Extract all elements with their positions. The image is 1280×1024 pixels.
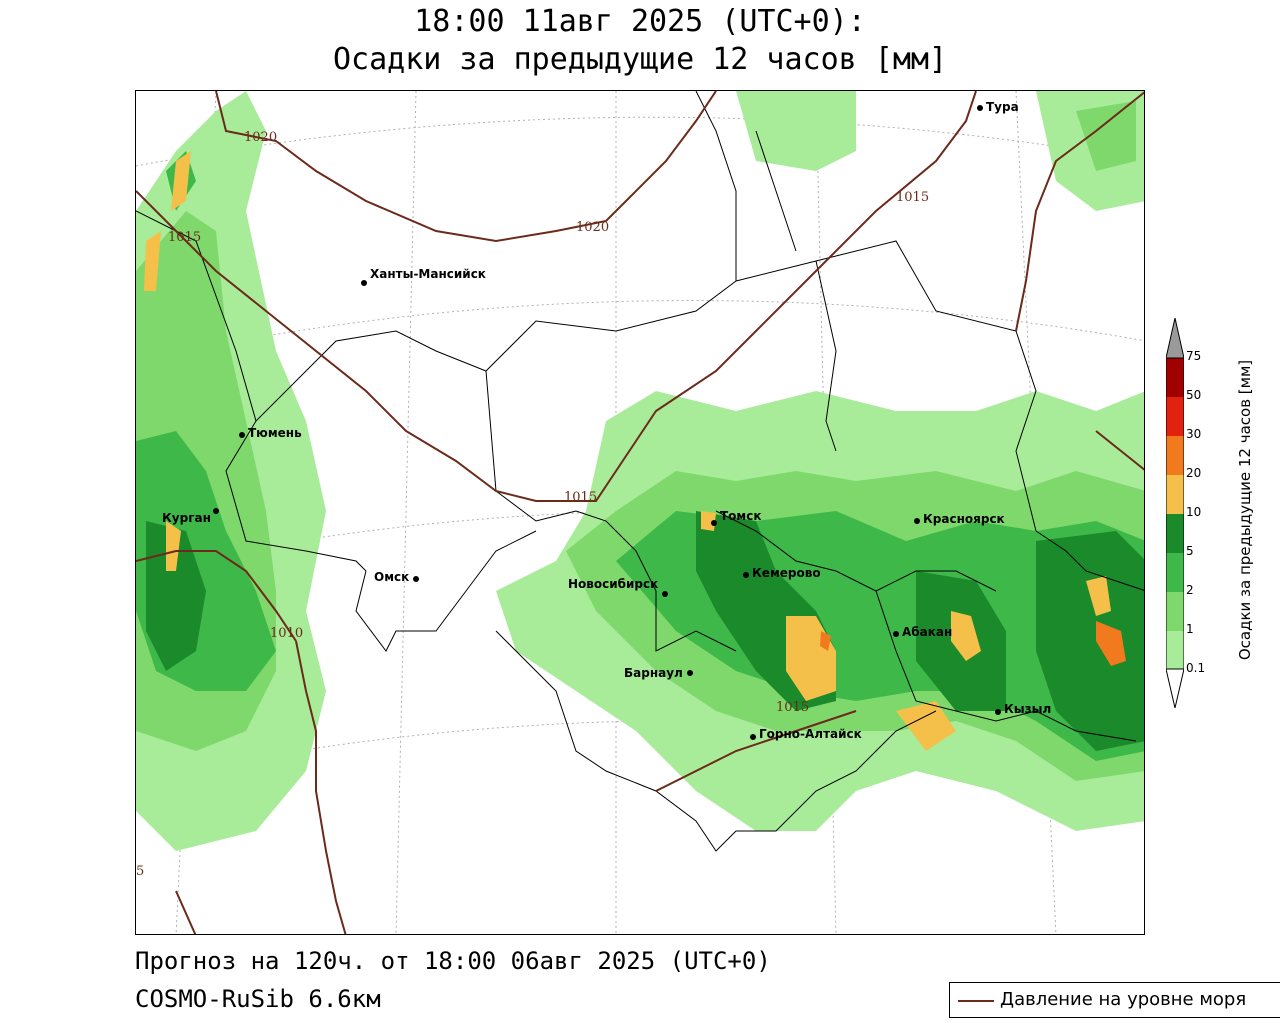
city-krasnoyarsk: Красноярск xyxy=(914,512,1005,526)
city-label: Красноярск xyxy=(923,512,1005,526)
city-label: Омск xyxy=(374,570,409,584)
city-label: Тюмень xyxy=(248,426,302,440)
isobar-label: 1015 xyxy=(776,700,809,715)
city-label: Тура xyxy=(986,100,1019,114)
precipitation-map: 1020 1020 1015 1015 1015 1010 1015 5 Тур… xyxy=(135,90,1145,935)
isobar-label: 1015 xyxy=(168,230,201,245)
map-subtitle: Осадки за предыдущие 12 часов [мм] xyxy=(332,42,948,77)
colorbar-tick: 5 xyxy=(1186,544,1194,558)
isobar-label: 1020 xyxy=(244,130,277,145)
city-abakan: Абакан xyxy=(893,625,952,639)
city-kyzyl: Кызыл xyxy=(995,702,1051,716)
isobar-label: 1015 xyxy=(896,190,929,205)
city-label: Новосибирск xyxy=(568,577,658,591)
colorbar-segment xyxy=(1166,358,1184,397)
city-label: Кызыл xyxy=(1004,702,1051,716)
city-label: Ханты-Мансийск xyxy=(370,267,486,281)
city-label: Барнаул xyxy=(624,666,683,680)
colorbar-tick: 50 xyxy=(1186,388,1202,402)
forecast-info: Прогноз на 120ч. от 18:00 06авг 2025 (UT… xyxy=(135,947,771,975)
colorbar xyxy=(1166,318,1184,708)
city-khanty-mansiysk: Ханты-Мансийск xyxy=(361,267,486,286)
isobar-legend-label: Давление на уровне моря xyxy=(1000,989,1247,1010)
colorbar-top-arrow xyxy=(1166,318,1184,359)
colorbar-tick: 0.1 xyxy=(1186,661,1206,675)
colorbar-tick: 20 xyxy=(1186,466,1202,480)
model-name: COSMO-RuSib 6.6км xyxy=(135,985,381,1013)
colorbar-tick: 2 xyxy=(1186,583,1194,597)
city-label: Томск xyxy=(720,509,762,523)
city-tomsk: Томск xyxy=(711,509,762,526)
city-label: Горно-Алтайск xyxy=(759,727,862,741)
isobar-label: 1010 xyxy=(270,626,303,641)
map-canvas: 1020 1020 1015 1015 1015 1010 1015 5 Тур… xyxy=(136,91,1144,934)
colorbar-segment xyxy=(1166,553,1184,592)
city-novosibirsk: Новосибирск xyxy=(568,577,668,597)
city-label: Курган xyxy=(162,511,211,525)
colorbar-bottom-arrow xyxy=(1166,668,1184,708)
colorbar-tick: 75 xyxy=(1186,349,1202,363)
colorbar-tick: 10 xyxy=(1186,505,1202,519)
colorbar-segment xyxy=(1166,514,1184,553)
city-markers: Тура Ханты-Мансийск Тюмень Курган Омск Н… xyxy=(162,100,1051,741)
colorbar-segment xyxy=(1166,592,1184,631)
colorbar-segment xyxy=(1166,397,1184,436)
admin-borders xyxy=(136,91,1144,852)
isobar-label: 1020 xyxy=(576,220,609,235)
city-omsk: Омск xyxy=(374,570,419,584)
colorbar-tick: 30 xyxy=(1186,427,1202,441)
city-label: Кемерово xyxy=(752,566,821,580)
city-tura: Тура xyxy=(977,100,1019,114)
precipitation-field xyxy=(136,91,1144,851)
isobar-legend-line xyxy=(958,1000,994,1002)
colorbar-title: Осадки за предыдущие 12 часов [мм] xyxy=(1236,359,1254,661)
city-kemerovo: Кемерово xyxy=(743,566,821,580)
isobar-legend: Давление на уровне моря xyxy=(949,982,1280,1018)
city-kurgan: Курган xyxy=(162,508,219,525)
colorbar-segment xyxy=(1166,475,1184,514)
isobars xyxy=(136,91,1144,934)
colorbar-segment xyxy=(1166,631,1184,669)
city-barnaul: Барнаул xyxy=(624,666,693,680)
map-title: 18:00 11авг 2025 (UTC+0): xyxy=(414,4,866,39)
colorbar-tick: 1 xyxy=(1186,622,1194,636)
city-tyumen: Тюмень xyxy=(239,426,302,440)
city-gorno-altaysk: Горно-Алтайск xyxy=(750,727,862,741)
colorbar-segment xyxy=(1166,436,1184,475)
isobar-labels: 1020 1020 1015 1015 1015 1010 1015 5 xyxy=(136,130,929,879)
city-label: Абакан xyxy=(902,625,952,639)
isobar-label: 1015 xyxy=(564,490,597,505)
isobar-label: 5 xyxy=(136,864,144,879)
